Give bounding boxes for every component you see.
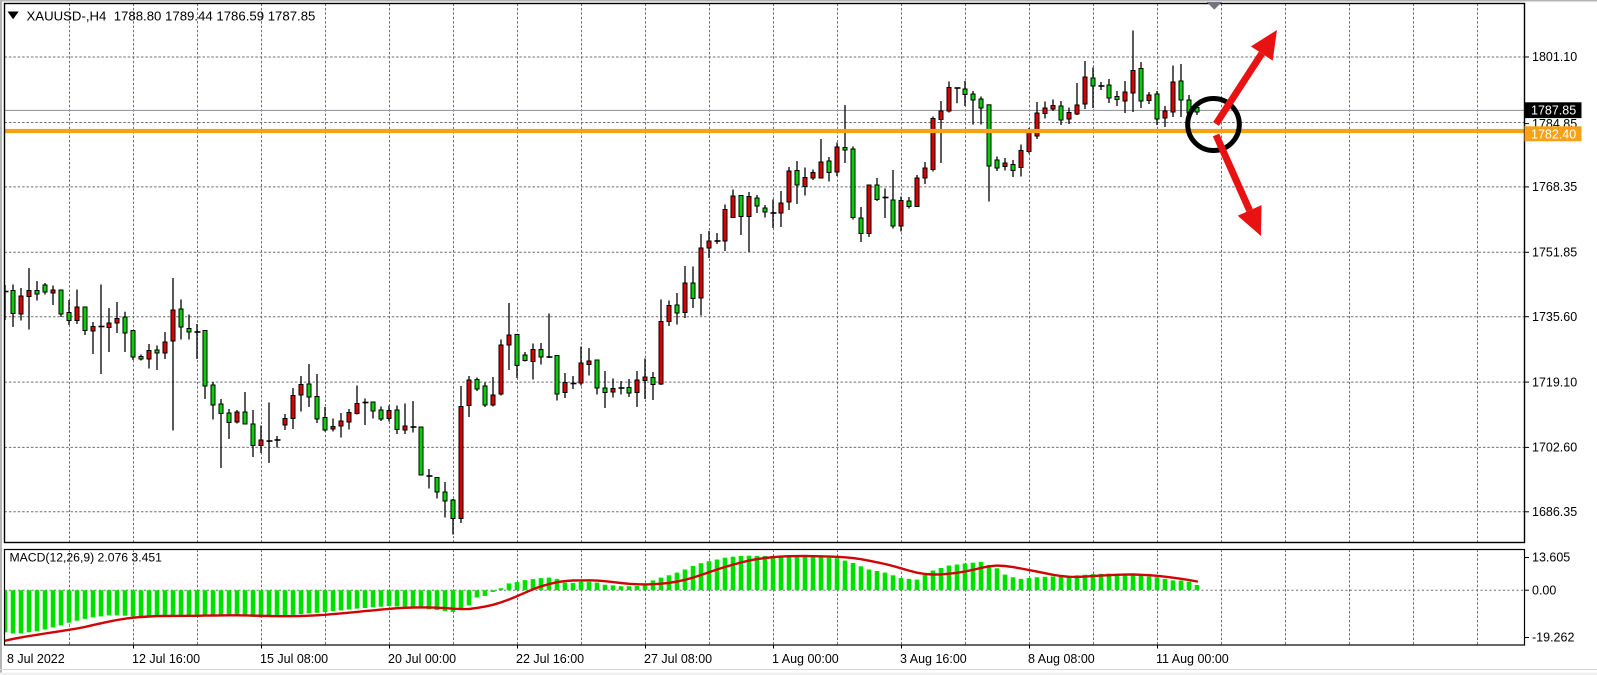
svg-text:1702.60: 1702.60 [1532,441,1577,455]
svg-text:15 Jul 08:00: 15 Jul 08:00 [260,652,328,666]
svg-text:MACD(12,26,9) 2.076 3.451: MACD(12,26,9) 2.076 3.451 [10,551,163,565]
svg-text:8 Aug 08:00: 8 Aug 08:00 [1028,652,1095,666]
svg-text:1801.10: 1801.10 [1532,50,1577,64]
svg-text:3 Aug 16:00: 3 Aug 16:00 [900,652,967,666]
svg-text:1782.40: 1782.40 [1531,127,1576,141]
svg-text:XAUUSD-,H4 1788.80 1789.44 17: XAUUSD-,H4 1788.80 1789.44 1786.59 1787.… [27,9,316,24]
svg-text:1719.10: 1719.10 [1532,375,1577,389]
svg-text:1 Aug 00:00: 1 Aug 00:00 [772,652,839,666]
svg-text:-19.262: -19.262 [1532,631,1574,645]
svg-text:1768.35: 1768.35 [1532,180,1577,194]
svg-text:1787.85: 1787.85 [1531,104,1576,118]
svg-text:11 Aug 00:00: 11 Aug 00:00 [1156,652,1229,666]
svg-text:0.00: 0.00 [1532,583,1556,597]
svg-text:1735.60: 1735.60 [1532,310,1577,324]
svg-text:1686.35: 1686.35 [1532,505,1577,519]
svg-text:8 Jul 2022: 8 Jul 2022 [7,652,65,666]
svg-text:1751.85: 1751.85 [1532,246,1577,260]
svg-text:13.605: 13.605 [1532,551,1570,565]
svg-text:12 Jul 16:00: 12 Jul 16:00 [132,652,200,666]
svg-text:22 Jul 16:00: 22 Jul 16:00 [516,652,584,666]
svg-text:20 Jul 00:00: 20 Jul 00:00 [388,652,456,666]
svg-text:27 Jul 08:00: 27 Jul 08:00 [644,652,712,666]
